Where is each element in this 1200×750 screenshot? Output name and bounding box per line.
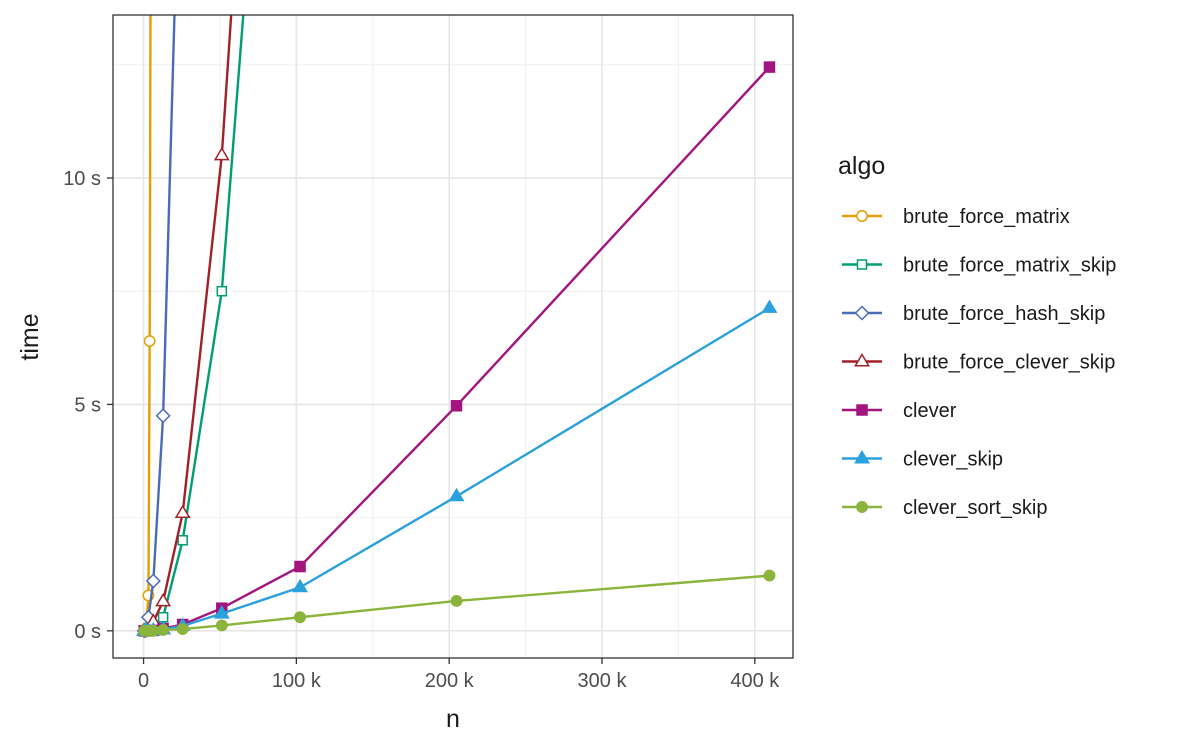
y-tick-label: 10 s (63, 168, 101, 190)
legend-key-marker (854, 353, 870, 367)
data-point (763, 61, 776, 73)
data-point (763, 569, 776, 582)
legend-item: brute_force_hash_skip (842, 303, 1105, 325)
data-point (155, 592, 172, 607)
legend-item: brute_force_matrix_skip (842, 255, 1116, 277)
data-point (761, 299, 778, 313)
data-point (294, 560, 306, 573)
data-point (147, 624, 160, 637)
data-point (157, 611, 169, 623)
data-point (213, 605, 230, 619)
x-tick-label: 100 k (272, 670, 322, 692)
data-point (215, 619, 228, 632)
series-layer (136, 15, 778, 639)
data-point (450, 594, 463, 607)
legend-title: algo (838, 152, 885, 180)
legend-label: brute_force_hash_skip (903, 303, 1105, 325)
data-point (176, 623, 189, 635)
legend-item: brute_force_clever_skip (842, 352, 1115, 374)
data-point (157, 623, 170, 636)
x-tick-label: 300 k (578, 670, 628, 692)
panel-border (112, 14, 794, 659)
legend-label: brute_force_matrix_skip (903, 255, 1116, 277)
legend-key-marker (856, 259, 868, 270)
data-point (292, 578, 309, 593)
data-point (448, 487, 465, 502)
legend-item: clever_sort_skip (842, 497, 1048, 519)
x-tick-label: 200 k (425, 670, 475, 692)
minor-gridlines (113, 15, 793, 658)
legend-item: clever (842, 400, 957, 422)
x-tick-label: 0 (138, 670, 149, 692)
series-clever-sort-skip (138, 569, 776, 637)
legend-key-marker (854, 450, 870, 464)
data-point (450, 400, 463, 412)
legend-item: clever_skip (842, 449, 1003, 471)
legend-label: clever (903, 400, 957, 422)
y-axis: 0 s 5 s 10 s (63, 168, 113, 643)
legend-label: clever_skip (903, 449, 1003, 471)
y-tick-label: 5 s (74, 394, 101, 416)
y-tick-label: 0 s (74, 621, 101, 643)
data-point (213, 146, 230, 161)
data-point (174, 504, 191, 519)
y-axis-title: time (16, 313, 44, 360)
data-point (155, 408, 171, 424)
panel-background (113, 15, 793, 658)
legend-label: brute_force_clever_skip (903, 352, 1115, 374)
legend-item: brute_force_matrix (842, 206, 1070, 228)
x-axis-title: n (446, 705, 460, 733)
data-point (143, 335, 156, 347)
x-axis: 0 100 k 200 k 300 k 400 k (138, 658, 780, 692)
x-tick-label: 400 k (730, 670, 780, 692)
legend-key-marker (856, 404, 868, 416)
legend: algo brute_force_matrix brute_force_matri… (838, 152, 1116, 519)
data-point (177, 535, 188, 546)
data-point (294, 611, 306, 624)
legend-label: brute_force_matrix (903, 206, 1070, 228)
legend-key-marker (854, 305, 870, 321)
data-point (145, 573, 161, 589)
legend-key-marker (856, 501, 868, 513)
legend-label: clever_sort_skip (903, 497, 1048, 519)
data-point (216, 285, 228, 297)
legend-key-marker (856, 210, 868, 222)
